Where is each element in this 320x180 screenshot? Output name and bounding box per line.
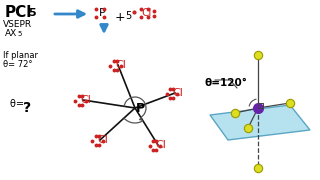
Text: Cl: Cl xyxy=(141,8,151,18)
Text: P: P xyxy=(99,8,106,18)
Text: Cl: Cl xyxy=(97,135,108,145)
Text: Cl: Cl xyxy=(80,95,91,105)
Text: If planar: If planar xyxy=(3,51,38,60)
Text: AX: AX xyxy=(5,29,17,38)
Text: P: P xyxy=(136,102,145,114)
Text: θ=: θ= xyxy=(10,99,27,109)
Text: Cl: Cl xyxy=(115,60,126,70)
Polygon shape xyxy=(210,105,310,140)
Text: 5: 5 xyxy=(17,31,21,37)
Text: PCl: PCl xyxy=(5,5,32,20)
Text: 5: 5 xyxy=(125,11,131,21)
Text: 5: 5 xyxy=(28,8,36,18)
Text: VSEPR: VSEPR xyxy=(3,20,32,29)
Text: Cl: Cl xyxy=(155,140,166,150)
Text: θ=120°: θ=120° xyxy=(205,78,248,88)
Text: θ= 72°: θ= 72° xyxy=(3,60,33,69)
Text: +: + xyxy=(115,11,126,24)
Text: ?: ? xyxy=(23,101,31,115)
Text: Cl: Cl xyxy=(172,88,183,98)
